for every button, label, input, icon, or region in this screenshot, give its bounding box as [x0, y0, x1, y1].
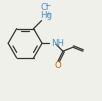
Text: +: + — [46, 11, 51, 17]
Text: O: O — [55, 61, 61, 70]
Text: −: − — [44, 1, 51, 10]
Text: Hg: Hg — [41, 11, 53, 20]
Text: NH: NH — [51, 39, 64, 48]
Text: Cl: Cl — [41, 3, 49, 12]
